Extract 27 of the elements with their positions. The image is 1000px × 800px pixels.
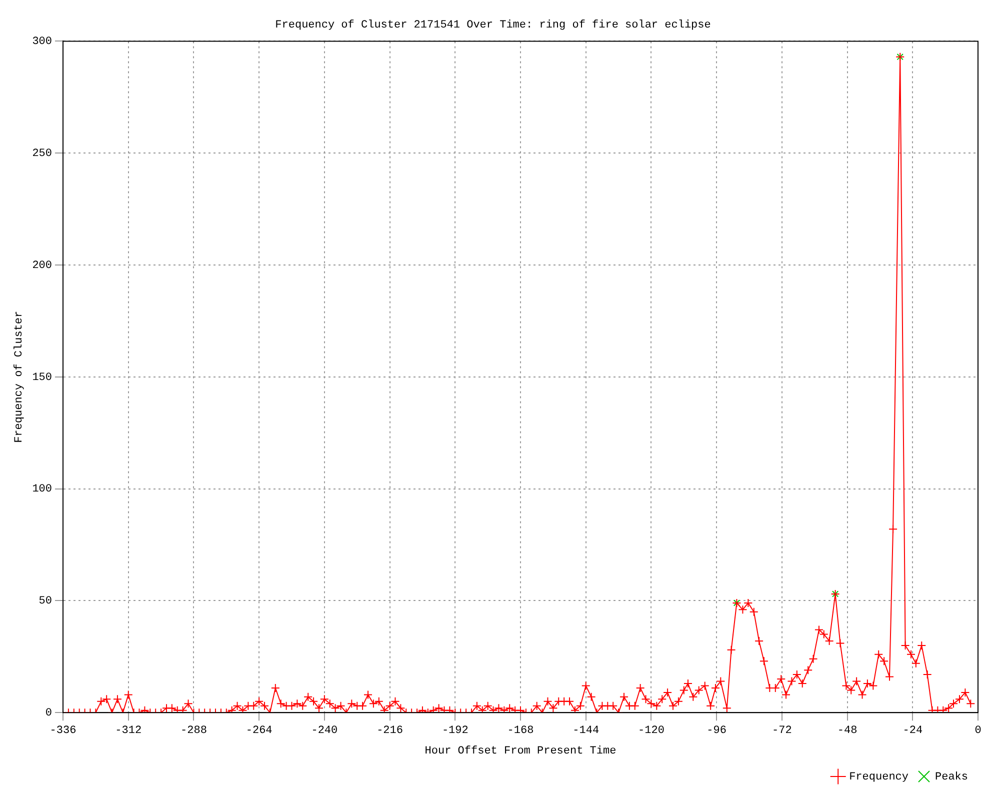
x-tick-label: -288	[180, 725, 207, 738]
x-tick-label: -336	[50, 725, 76, 738]
y-tick-label: 150	[32, 372, 52, 384]
y-tick-label: 200	[32, 260, 52, 272]
x-tick-label: -192	[442, 725, 468, 738]
legend-label: Frequency	[849, 771, 909, 784]
x-tick-label: -240	[311, 725, 338, 738]
x-tick-label: -216	[376, 725, 403, 738]
y-tick-label: 250	[32, 148, 52, 160]
x-tick-label: -72	[772, 725, 792, 738]
y-tick-label: 100	[32, 484, 52, 496]
x-tick-label: -312	[115, 725, 142, 738]
legend-label: Peaks	[934, 771, 968, 784]
x-tick-label: -96	[706, 725, 726, 738]
x-axis-title: Hour Offset From Present Time	[424, 745, 616, 758]
chart-title: Frequency of Cluster 2171541 Over Time: ring of fire solar eclipse	[275, 20, 711, 32]
x-tick-label: -168	[507, 725, 534, 738]
x-tick-label: -264	[246, 725, 273, 738]
y-tick-label: 50	[38, 596, 52, 608]
x-tick-label: -24	[902, 725, 923, 738]
x-tick-label: -144	[572, 725, 600, 738]
y-axis-title: Frequency of Cluster	[14, 310, 26, 443]
x-tick-label: 0	[974, 725, 982, 738]
y-tick-label: 300	[32, 36, 52, 48]
y-tick-label: 0	[45, 708, 52, 720]
x-tick-label: -120	[638, 725, 664, 738]
x-tick-label: -48	[837, 725, 858, 738]
